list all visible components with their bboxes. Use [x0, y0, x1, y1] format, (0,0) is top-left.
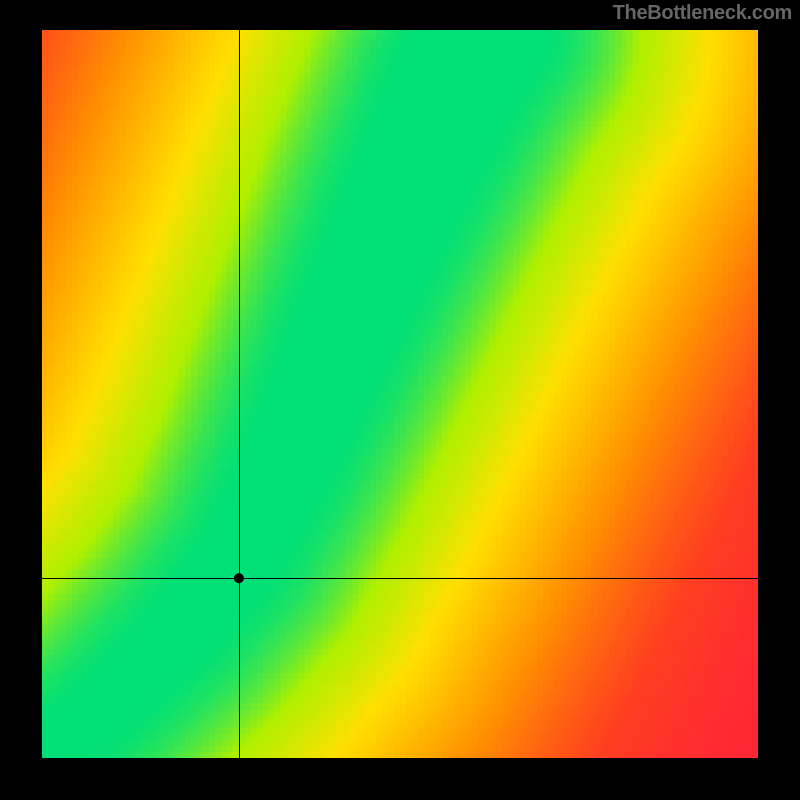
- plot-area: [42, 30, 758, 758]
- chart-frame: TheBottleneck.com: [0, 0, 800, 800]
- attribution-text: TheBottleneck.com: [613, 2, 792, 25]
- crosshair-overlay: [42, 30, 758, 758]
